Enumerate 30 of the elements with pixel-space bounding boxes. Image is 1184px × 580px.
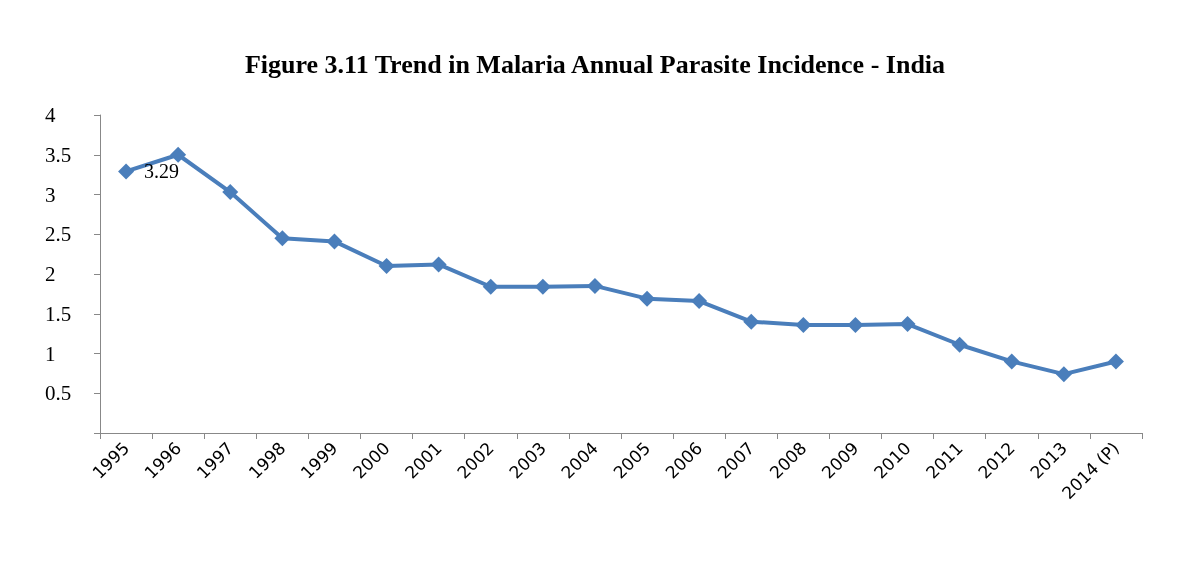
y-tick-label: 1 [45,341,56,366]
data-label: 3.29 [144,160,180,183]
y-tick-label: 2 [45,262,56,286]
point [274,230,291,247]
point [847,316,864,333]
y-tick-label: 3 [45,182,56,207]
point [586,277,603,294]
point [1003,353,1020,370]
point [951,336,968,353]
point [222,184,239,201]
point [378,258,395,275]
point [482,278,499,295]
point [1107,353,1124,370]
point [1055,366,1072,383]
point [326,233,343,250]
point [899,316,916,333]
y-tick-label: 1.5 [45,301,72,326]
y-tick-label: 0.5 [45,381,72,406]
point [534,278,551,295]
y-tick-label: 4 [45,103,56,127]
chart-title: Figure 3.11 Trend in Malaria Annual Parasite Incidence - India [244,49,946,79]
y-tick-label: 2.5 [45,222,72,247]
y-tick-label: 3.5 [45,142,72,167]
point [118,163,135,180]
point [170,146,187,163]
point [639,290,656,307]
point [743,313,760,330]
point [795,316,812,333]
point [430,256,447,273]
point [691,293,708,310]
